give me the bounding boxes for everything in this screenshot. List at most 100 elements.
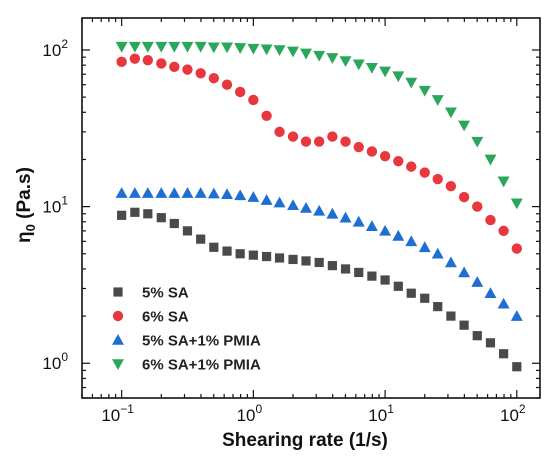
data-point — [419, 167, 430, 178]
data-point — [405, 235, 418, 247]
data-point — [497, 176, 510, 188]
data-point — [156, 58, 167, 69]
data-point — [406, 161, 417, 172]
plot-frame — [81, 17, 541, 399]
data-point — [353, 141, 364, 153]
data-point — [235, 249, 245, 259]
data-point — [261, 251, 272, 262]
data-point — [169, 218, 179, 229]
x-tick-label: 102 — [500, 402, 526, 425]
y-tick-base: 10 — [42, 41, 61, 60]
data-point — [459, 320, 469, 330]
x-tick-base: 10 — [101, 406, 120, 425]
data-point — [141, 41, 154, 53]
data-point — [182, 226, 193, 236]
legend-label: 6% SA — [142, 309, 189, 326]
x-tick-label: 101 — [368, 402, 394, 425]
data-point — [117, 210, 127, 220]
data-point — [313, 204, 326, 216]
data-point — [339, 56, 352, 68]
data-point — [326, 53, 339, 64]
series-1 — [117, 207, 522, 372]
legend-item: 6% SA — [112, 309, 189, 326]
data-point — [196, 234, 206, 244]
data-point — [247, 43, 260, 55]
data-point — [300, 136, 312, 147]
y-tick-label: 100 — [42, 350, 68, 373]
data-point — [248, 250, 258, 260]
data-point — [221, 79, 233, 90]
data-point — [352, 59, 365, 71]
legend-item: 5% SA — [113, 285, 189, 302]
data-point — [234, 189, 247, 201]
data-point — [379, 66, 392, 78]
data-point — [446, 311, 456, 321]
data-point — [288, 254, 298, 265]
data-point — [418, 85, 431, 97]
data-point — [301, 256, 311, 266]
data-point — [194, 41, 207, 53]
legend-marker — [112, 334, 124, 345]
data-point — [116, 56, 127, 68]
data-point — [472, 331, 482, 341]
data-point — [155, 41, 168, 53]
y-axis-title: η0 (Pa.s) — [14, 167, 38, 243]
data-point — [327, 131, 338, 142]
x-tick-label: 10−1 — [101, 402, 134, 425]
data-point — [208, 73, 220, 84]
data-point — [260, 194, 273, 205]
y-tick-base: 10 — [42, 198, 61, 217]
series-4 — [115, 41, 523, 210]
data-point — [182, 64, 193, 75]
data-point — [510, 198, 523, 210]
x-tick-exponent: 1 — [387, 402, 394, 416]
data-point — [392, 71, 405, 83]
legend-label: 5% SA+1% PMIA — [142, 333, 261, 350]
data-point — [248, 94, 259, 106]
data-point — [327, 261, 337, 271]
data-point — [444, 256, 457, 268]
data-point — [354, 267, 364, 278]
data-point — [444, 107, 457, 119]
x-tick-exponent: 2 — [519, 402, 526, 416]
data-point — [484, 154, 497, 166]
data-point — [352, 215, 365, 227]
series-3 — [115, 187, 523, 321]
data-point — [445, 180, 457, 192]
legend-item: 6% SA+1% PMIA — [112, 357, 261, 374]
data-point — [458, 120, 471, 132]
data-point — [392, 229, 405, 241]
data-point — [169, 61, 180, 73]
data-point — [141, 187, 154, 198]
legend-label: 6% SA+1% PMIA — [142, 357, 261, 374]
data-point — [340, 264, 351, 274]
y-tick-label: 102 — [42, 37, 68, 60]
y-axis-title-units: (Pa.s) — [14, 167, 35, 224]
data-point — [431, 95, 444, 106]
data-point — [142, 55, 154, 66]
data-point — [207, 187, 220, 199]
data-point — [405, 77, 418, 89]
legend: 5% SA 6% SA 5% SA+1% PMIA 6% SA+1% PMIA — [112, 285, 261, 374]
data-point — [274, 126, 285, 138]
data-point — [510, 310, 523, 321]
data-point — [366, 146, 378, 157]
data-point — [115, 187, 128, 198]
data-point — [234, 43, 247, 54]
x-tick-base: 10 — [368, 406, 387, 425]
data-point — [458, 266, 471, 278]
data-point — [379, 150, 391, 162]
data-point — [340, 136, 351, 147]
y-tick-exponent: 2 — [61, 37, 68, 51]
data-point — [300, 202, 312, 213]
tick-marks — [81, 18, 540, 399]
data-point — [472, 201, 483, 212]
data-point — [221, 188, 234, 199]
data-point — [498, 225, 509, 237]
data-point — [273, 45, 286, 56]
x-tick-exponent: 0 — [255, 402, 262, 416]
data-point — [274, 253, 285, 263]
data-point — [273, 196, 286, 208]
